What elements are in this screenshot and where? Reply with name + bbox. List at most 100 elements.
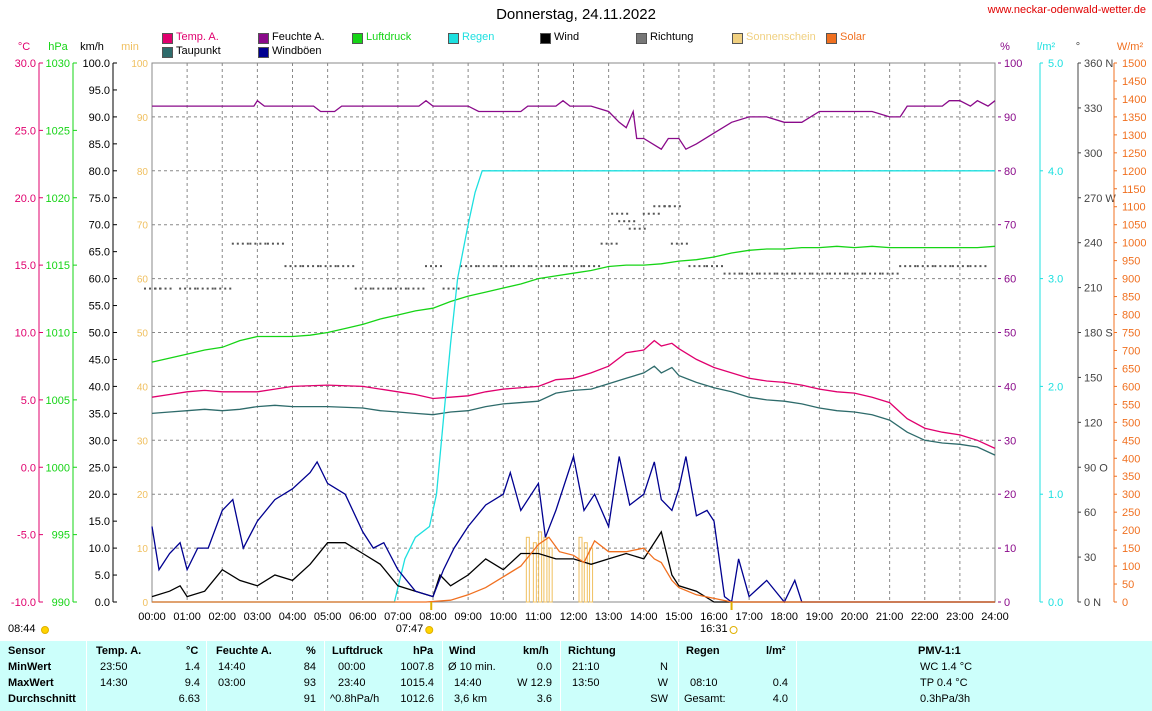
direction-point (879, 272, 882, 275)
direction-point (657, 212, 660, 215)
pressure-value: 1012.6 (400, 693, 434, 705)
series-line-windb-en (151, 453, 995, 604)
axis-label-solar: 550 (1122, 399, 1140, 411)
legend-swatch (448, 33, 459, 44)
table-row: MinWert 23:50 1.4 14:40 84 00:00 1007.8 … (0, 661, 1152, 676)
axis-label-sun: 90 (137, 113, 149, 124)
direction-point (276, 242, 279, 245)
x-tick-label: 03:00 (244, 611, 272, 623)
axis-label-direction: 270 W (1084, 193, 1116, 205)
direction-point (728, 272, 731, 275)
table-row: MaxWert 14:30 9.4 03:00 93 23:40 1015.4 … (0, 677, 1152, 692)
direction-point (916, 265, 919, 268)
x-tick-label: 21:00 (876, 611, 904, 623)
axis-unit-sun: min (121, 41, 139, 53)
direction-point (492, 265, 495, 268)
direction-point (457, 287, 460, 290)
direction-point (189, 287, 192, 290)
axis-label-humidity: 20 (1004, 489, 1016, 501)
wind-time: 14:40 (454, 677, 482, 689)
header-wind-unit: km/h (523, 645, 549, 657)
direction-point (693, 265, 696, 268)
direction-point (914, 265, 917, 268)
axis-label-solar: 1150 (1122, 184, 1146, 196)
legend-swatch (352, 33, 363, 44)
direction-point (703, 265, 706, 268)
sunshine-bar (589, 547, 594, 603)
axis-label-wind: 15.0 (89, 516, 110, 528)
x-tick-label: 13:00 (595, 611, 623, 623)
axis-label-temp: 10.0 (15, 328, 36, 340)
direction-point (904, 265, 907, 268)
direction-value: N (660, 661, 668, 673)
direction-point (969, 265, 972, 268)
pmv-value: WC 1.4 °C (920, 661, 973, 673)
direction-point (668, 205, 671, 208)
direction-point (417, 287, 420, 290)
humidity-value: 84 (303, 661, 316, 673)
direction-point (706, 265, 708, 268)
direction-point (522, 265, 525, 268)
website-link[interactable]: www.neckar-odenwald-wetter.de (987, 4, 1146, 16)
direction-point (633, 220, 636, 223)
axis-label-solar: 1400 (1122, 94, 1146, 106)
table-row: Durchschnitt 6.63 91 ^0.8hPa/h 1012.6 3,… (0, 693, 1152, 708)
x-tick-label: 00:00 (138, 611, 166, 623)
x-tick-label: 05:00 (314, 611, 342, 623)
direction-point (711, 265, 713, 268)
direction-point (452, 287, 455, 290)
axis-label-wind: 75.0 (89, 193, 110, 205)
x-tick-label: 18:00 (770, 611, 798, 623)
direction-point (214, 287, 217, 290)
direction-point (781, 272, 784, 275)
axis-label-sun: 50 (137, 329, 149, 340)
direction-point (984, 265, 987, 268)
direction-point (647, 212, 650, 215)
axis-label-solar: 500 (1122, 417, 1140, 429)
header-humidity: Feuchte A. (216, 645, 272, 657)
chart-title: Donnerstag, 24.11.2022 (496, 6, 656, 23)
x-tick-label: 17:00 (735, 611, 763, 623)
axis-label-sun: 40 (137, 382, 149, 393)
x-tick-label: 11:00 (525, 611, 552, 623)
direction-point (678, 205, 681, 208)
direction-point (861, 272, 864, 275)
axis-label-solar: 1300 (1122, 130, 1146, 142)
header-pressure-unit: hPa (413, 645, 434, 657)
series-line-solar (152, 536, 995, 603)
direction-point (979, 265, 982, 268)
header-sensor: Sensor (8, 645, 46, 657)
direction-point (570, 265, 573, 268)
axis-label-wind: 55.0 (89, 301, 110, 313)
direction-point (642, 212, 645, 215)
direction-point (442, 287, 445, 290)
header-temp-unit: °C (186, 645, 199, 657)
direction-point (527, 265, 530, 268)
direction-point (159, 287, 162, 290)
direction-point (716, 265, 718, 268)
direction-point (394, 287, 397, 290)
direction-point (909, 265, 912, 268)
direction-point (324, 265, 327, 268)
legend-label: Richtung (650, 31, 694, 43)
direction-point (229, 287, 232, 290)
direction-point (535, 265, 538, 268)
direction-point (211, 287, 214, 290)
axis-label-solar: 100 (1122, 561, 1140, 573)
axis-label-pressure: 1015 (46, 260, 70, 272)
axis-label-solar: 400 (1122, 453, 1140, 465)
direction-point (241, 242, 244, 245)
axis-label-wind: 40.0 (89, 381, 110, 393)
sunrise-icon (425, 626, 434, 634)
sunshine-bar (583, 542, 588, 603)
legend-swatch (732, 33, 743, 44)
axis-label-solar: 750 (1122, 328, 1140, 340)
axis-unit-wind: km/h (80, 41, 104, 53)
header-temp: Temp. A. (96, 645, 142, 657)
axis-label-temp: 0.0 (21, 462, 36, 474)
axis-label-wind: 85.0 (89, 139, 110, 151)
direction-point (342, 265, 345, 268)
pressure-time: ^0.8hPa/h (330, 693, 380, 705)
axis-label-pressure: 1025 (46, 125, 70, 137)
direction-point (685, 242, 688, 245)
